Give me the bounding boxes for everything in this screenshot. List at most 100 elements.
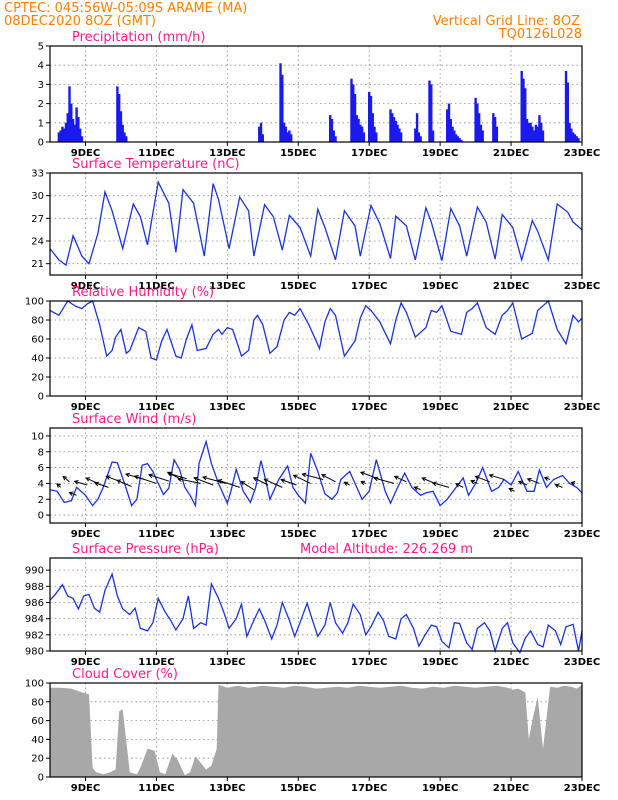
- precip-bar: [477, 113, 481, 142]
- wind-ytick-label: 4: [38, 479, 44, 490]
- precip-bar: [415, 113, 419, 142]
- rh-xtick-label: 11DEC: [138, 402, 174, 413]
- precip-bar: [536, 126, 539, 142]
- wind-arrow: [134, 475, 157, 484]
- precip-bar: [417, 132, 421, 142]
- wind-arrow: [241, 481, 255, 491]
- precip-bar: [123, 132, 126, 142]
- wind-arrow: [518, 480, 528, 486]
- temp-xtick-label: 11DEC: [138, 281, 174, 292]
- temp-xtick-label: 21DEC: [493, 281, 529, 292]
- wind-ytick-label: 10: [31, 431, 44, 442]
- precip-bar: [73, 124, 77, 142]
- precip-bar: [525, 118, 529, 142]
- precip-bar: [286, 132, 289, 142]
- wind-arrow: [475, 475, 490, 483]
- precip-ytick-label: 0: [38, 138, 44, 149]
- precip-bar: [534, 124, 538, 142]
- precip-bar: [375, 132, 378, 142]
- wind-arrow: [202, 476, 226, 484]
- wind-arrow-head: [202, 475, 208, 481]
- press-ytick-label: 986: [25, 598, 44, 609]
- precip-bar: [328, 115, 332, 142]
- press-xtick-label: 9DEC: [71, 657, 100, 668]
- rh-ytick-label: 60: [31, 335, 44, 346]
- precip-xtick-label: 15DEC: [280, 148, 316, 159]
- panel-precip: 0 1 2 3 4 5 9DEC 11DEC 13DEC 15DEC 17DEC 19DEC 21DEC…: [38, 30, 601, 159]
- precip-xtick-label: 17DEC: [351, 148, 387, 159]
- precip-bar: [564, 70, 568, 142]
- wind-frame: [49, 427, 583, 524]
- precip-bar: [522, 78, 525, 142]
- wind-arrow-head: [343, 481, 349, 486]
- wind-arrow: [168, 472, 187, 480]
- wind-xtick-label: 21DEC: [493, 529, 529, 540]
- precip-bar: [573, 134, 577, 142]
- precip-ytick-label: 4: [38, 61, 44, 72]
- precip-bar: [258, 126, 261, 142]
- wind-arrow-head: [526, 477, 532, 483]
- cloud-ytick-label: 80: [31, 697, 44, 708]
- precip-bar: [532, 130, 536, 142]
- wind-arrow-head: [193, 476, 199, 482]
- precip-bar: [495, 126, 499, 142]
- rh-xtick-label: 17DEC: [351, 402, 387, 413]
- precip-ytick-label: 5: [38, 42, 44, 53]
- wind-arrow-head: [517, 480, 523, 485]
- press-xtick-label: 13DEC: [209, 657, 245, 668]
- wind-arrow: [281, 479, 297, 486]
- header-station: CPTEC: 045:56W-05:09S ARAME (MA): [4, 1, 247, 16]
- precip-bar: [77, 117, 80, 142]
- panel-press: 980 982 984 986 988 990 9DEC 11DEC 13DEC 15DEC 17D…: [25, 542, 600, 668]
- precip-bar: [121, 124, 124, 142]
- precip-bar: [431, 130, 435, 142]
- cloud-title: Cloud Cover (%): [72, 667, 178, 682]
- wind-xtick-label: 9DEC: [71, 529, 100, 540]
- wind-arrow-head: [263, 478, 269, 483]
- precip-xtick-label: 21DEC: [493, 148, 529, 159]
- temp-ytick-label: 24: [31, 237, 44, 248]
- wind-arrow: [555, 484, 563, 488]
- wind-arrow-head: [62, 475, 68, 481]
- wind-arrow-head: [413, 486, 419, 491]
- wind-arrow-head: [359, 471, 365, 476]
- cloud-frame: [49, 682, 583, 778]
- precip-bar: [64, 122, 68, 142]
- precip-bar: [460, 140, 463, 142]
- precip-bar: [430, 84, 433, 142]
- wind-arrow: [470, 480, 478, 484]
- precip-bar: [355, 115, 358, 142]
- precip-bar: [68, 86, 71, 142]
- precip-bar: [66, 113, 69, 142]
- precip-bar: [396, 124, 399, 142]
- wind-arrow: [253, 477, 269, 486]
- precip-frame: [49, 45, 583, 143]
- press-xtick-label: 11DEC: [138, 657, 174, 668]
- press-ytick-label: 990: [25, 566, 44, 577]
- precip-bar: [373, 126, 376, 142]
- wind-arrow-head: [455, 483, 461, 488]
- wind-arrow: [293, 474, 311, 484]
- precip-bar: [492, 113, 495, 142]
- wind-arrow-head: [570, 481, 576, 486]
- rh-xtick-label: 21DEC: [493, 402, 529, 413]
- precip-bar: [446, 109, 449, 142]
- wind-xtick-label: 19DEC: [422, 529, 458, 540]
- wind-arrow-head: [292, 474, 298, 479]
- wind-arrow: [374, 477, 395, 484]
- precip-bar: [414, 128, 417, 142]
- press-xtick-label: 23DEC: [564, 657, 600, 668]
- wind-arrow-head: [543, 476, 549, 481]
- precip-bar: [451, 126, 454, 142]
- wind-arrow-head: [125, 472, 131, 478]
- wind-arrow-head: [85, 477, 91, 482]
- precip-xtick-label: 19DEC: [422, 148, 458, 159]
- precip-bar: [541, 130, 545, 142]
- temp-xtick-label: 13DEC: [209, 281, 245, 292]
- temp-xtick-label: 9DEC: [71, 281, 100, 292]
- panel-wind: 0 2 4 6 8 10 9DEC 11DEC 13DEC 15DEC 17DEC 19DEC 21DE…: [31, 412, 600, 540]
- wind-arrow-head: [393, 475, 399, 480]
- precip-bar: [61, 126, 64, 142]
- cloud-area: [50, 684, 582, 777]
- cloud-xtick-label: 15DEC: [280, 783, 316, 794]
